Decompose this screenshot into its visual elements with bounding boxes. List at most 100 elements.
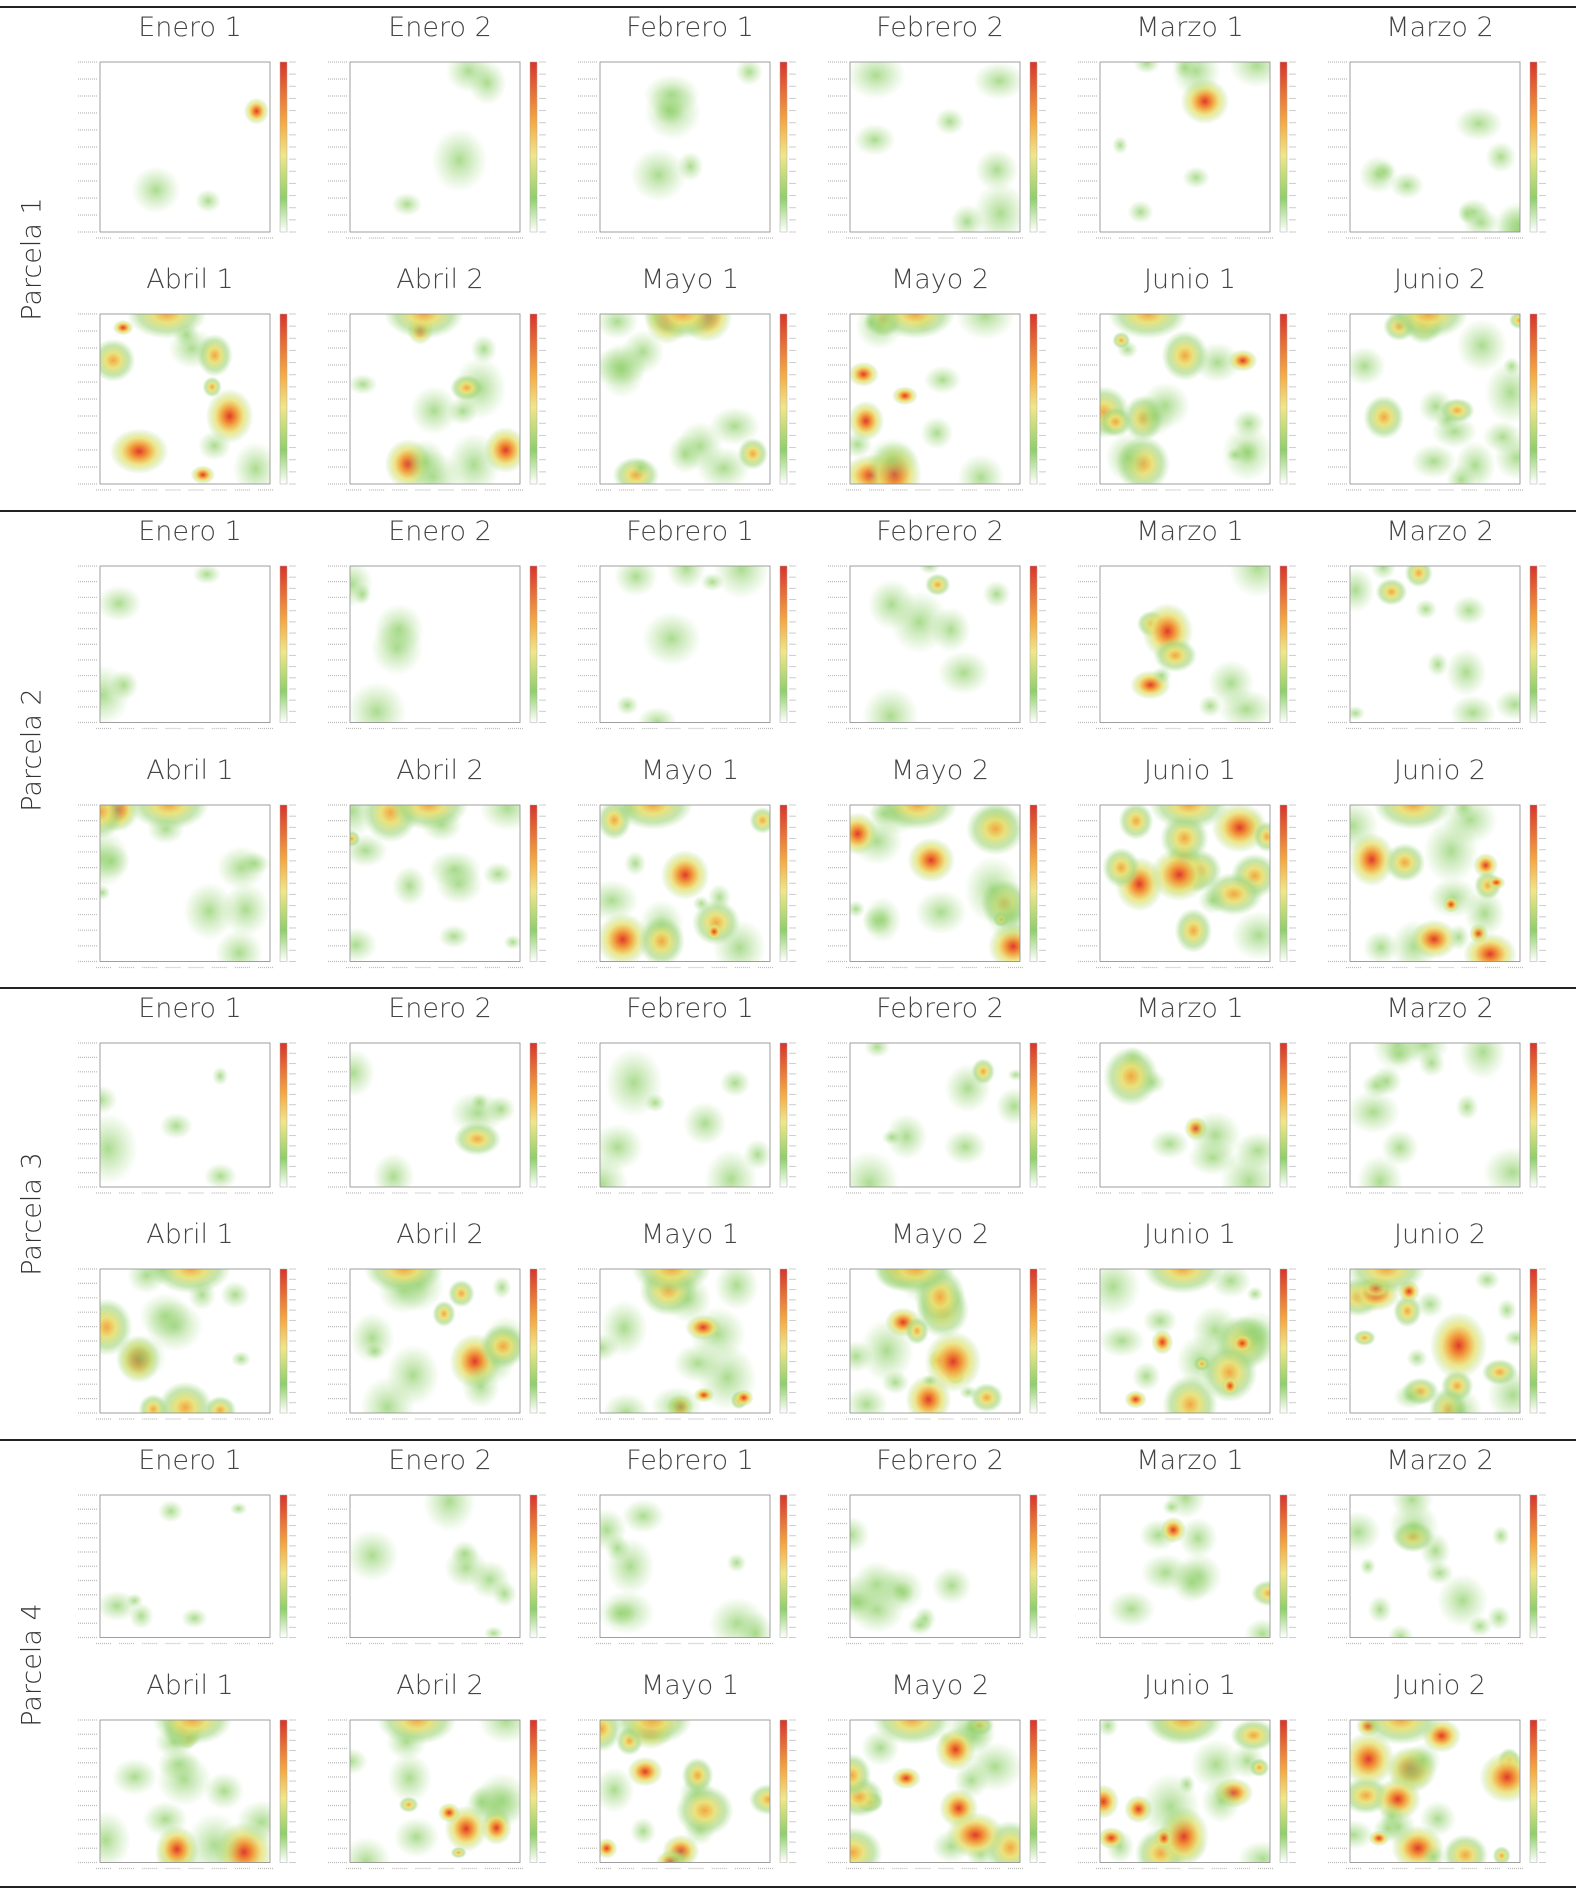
blob [142,1800,189,1837]
blob [1131,1361,1161,1392]
blob [1112,135,1129,155]
blobs [350,314,520,484]
blobs [850,1516,972,1636]
heatmap [828,313,1046,491]
blob [692,895,711,912]
blob [964,855,1020,924]
blob [638,915,686,961]
color-bar [279,1494,288,1638]
blob [194,189,222,213]
blob [503,934,520,950]
blob [1162,1374,1218,1413]
blob [1462,208,1500,232]
blob [1363,394,1405,440]
blob [1353,1329,1376,1346]
blob [1170,1561,1212,1604]
color-bar [1529,313,1538,485]
blob [1100,1826,1126,1849]
plot-frame [1099,565,1271,723]
blob [1350,1269,1426,1294]
blob [1251,1579,1270,1607]
plot-frame [1349,804,1521,962]
plot-frame [1349,1268,1521,1414]
blob [404,439,446,484]
color-bar [1279,804,1288,962]
heatmap [1328,1042,1546,1194]
blobs [100,1499,248,1630]
blob [850,1591,873,1614]
panel: Abril 1 [64,1666,316,1891]
blob [376,1719,457,1745]
blobs [1350,1269,1520,1413]
panel-row: Abril 1 Abril 2 Mayo 1 Mayo 2 Junio 1 Junio 2 [64,751,1576,990]
blobs [1358,106,1520,232]
color-bar [779,1268,788,1414]
blob [1107,314,1188,339]
color-bar [1029,313,1038,485]
blob [627,1756,664,1787]
panel-title: Junio 2 [1394,264,1486,295]
blob [850,62,907,100]
panel-title: Mayo 1 [640,264,740,295]
blobs [850,804,1020,961]
panel-title: Mayo 2 [890,264,990,295]
panel-title: Marzo 1 [1136,993,1244,1024]
blob [398,1796,419,1813]
blob [600,912,650,961]
blob [220,1280,251,1309]
plot-frame [849,1268,1021,1414]
blob [479,804,520,831]
blob [350,926,378,961]
blob [1350,705,1366,721]
blob [1491,1525,1510,1547]
color-bar [529,565,538,723]
plot-frame [349,61,521,233]
blob [1486,1368,1520,1413]
blob [1253,820,1270,852]
panel: Junio 1 [1064,1666,1316,1891]
blob [111,1757,158,1795]
blob [1415,1290,1445,1318]
heatmap [78,1718,296,1869]
panel: Abril 1 [64,260,316,512]
blob [1370,566,1397,581]
blob [1380,1129,1419,1167]
blob [982,580,1011,608]
blob [850,1150,900,1187]
blob [970,1382,1004,1413]
panel-title: Abril 2 [396,1219,484,1250]
heatmap [328,1494,546,1645]
panel-title: Marzo 1 [1136,12,1244,43]
blob [392,865,427,906]
color-bar [279,1268,288,1414]
panel: Febrero 2 [814,1441,1066,1666]
blob [934,1727,977,1771]
blob [243,97,270,125]
panel: Abril 2 [314,751,566,990]
blob [100,842,130,879]
blob [221,882,270,937]
blob [1124,1390,1147,1409]
heatmap [1328,313,1546,491]
blob [1350,832,1395,887]
blobs [350,1495,518,1638]
plot-frame [349,313,521,485]
blob [1479,1750,1520,1803]
blob [1151,1329,1174,1355]
blob [660,849,710,900]
heatmap [578,313,796,491]
blob [1102,846,1141,888]
panel-title: Febrero 2 [876,516,1004,547]
plot-frame [599,804,771,962]
plot-frame [599,1494,771,1638]
blob [644,1093,666,1113]
blob [881,1370,910,1395]
blob [470,334,498,364]
plot-area [1350,566,1520,723]
blob [1350,1510,1382,1554]
blobs [350,1719,520,1862]
blob [719,1068,751,1098]
panel-row: Abril 1 Abril 2 Mayo 1 Mayo 2 Junio 1 Junio 2 [64,1666,1576,1891]
heatmap [828,1268,1046,1420]
blob [1107,1590,1156,1629]
